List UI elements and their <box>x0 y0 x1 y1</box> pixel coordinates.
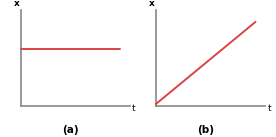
Text: x: x <box>149 0 155 8</box>
Text: t: t <box>132 104 136 113</box>
Text: x: x <box>14 0 20 8</box>
Text: (b): (b) <box>197 125 214 135</box>
Text: (a): (a) <box>62 125 79 135</box>
Text: t: t <box>267 104 271 113</box>
